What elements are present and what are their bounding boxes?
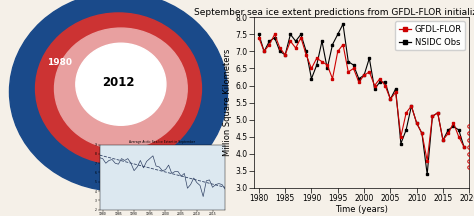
- Legend: GFDL-FLOR, NSIDC Obs: GFDL-FLOR, NSIDC Obs: [395, 21, 465, 50]
- Text: 2012: 2012: [102, 76, 135, 89]
- Title: September sea ice extent predictions from GFDL-FLOR initialized on JUL 1: September sea ice extent predictions fro…: [194, 8, 474, 16]
- Circle shape: [76, 43, 166, 125]
- Title: Average Arctic Sea Ice Extent in September: Average Arctic Sea Ice Extent in Septemb…: [129, 140, 195, 144]
- X-axis label: Time (years): Time (years): [335, 205, 388, 214]
- Y-axis label: Million Square Kilometers: Million Square Kilometers: [223, 49, 232, 156]
- Circle shape: [55, 28, 187, 149]
- Circle shape: [9, 0, 228, 191]
- Text: 1998: 1998: [83, 84, 108, 93]
- Circle shape: [36, 13, 201, 164]
- Text: 1980: 1980: [47, 58, 73, 67]
